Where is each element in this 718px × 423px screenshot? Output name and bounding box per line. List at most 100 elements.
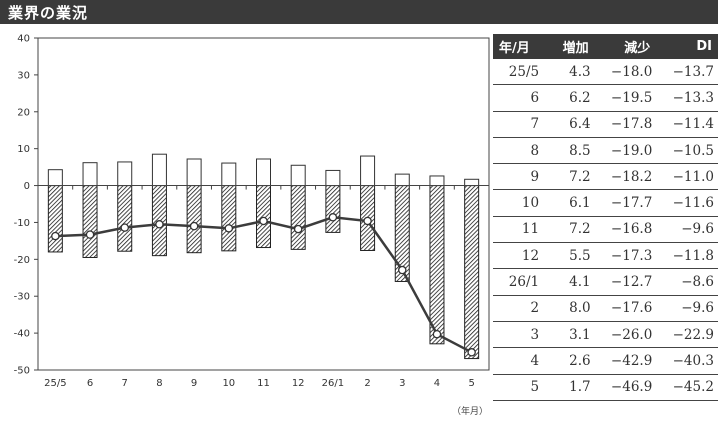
row-increase: 7.2 [551,216,595,244]
di-chart: 40 30 20 10 0 -10 -20 -30 -40 -50 25/5 6 7 8 9 10 11 12 26… [14,34,490,389]
row-month: 10 [493,189,552,217]
row-month: 5 [493,374,552,401]
row-month: 6 [493,84,552,112]
row-increase: 2.6 [551,347,595,375]
table-row: 26/1 4.1 −12.7 −8.6 [493,268,718,296]
di-point [120,223,129,232]
row-increase: 6.1 [551,189,595,217]
x-tick-label: 9 [191,378,197,389]
data-table: 年/月 増加 減少 DI 25/5 4.3 −18.0 −13.7 6 6.2 −19.5−… [493,34,718,401]
title-bar: 業界の業況 [0,0,718,24]
table-row: 10 6.1 −17.7 −11.6 [493,189,718,217]
di-point [259,216,268,226]
bar-decrease [464,185,480,360]
row-increase: 1.7 [551,374,595,401]
bar-increase [82,162,98,187]
bar-decrease [47,185,63,253]
bar-decrease [117,185,133,252]
di-point [293,224,303,234]
y-tick-label: 20 [17,107,30,118]
table-row: 6 6.2 −19.5 −13.3 [493,84,718,112]
row-decrease: −18.2 [594,163,657,191]
x-tick-label: 11 [257,378,270,389]
bar-decrease [290,185,306,250]
bar-decrease [429,185,445,345]
x-tick-label: 26/1 [322,378,344,389]
row-decrease: −17.8 [594,111,657,138]
bar-increase [47,169,63,187]
row-di: −13.7 [656,59,718,86]
x-unit-label: （年月） [452,407,489,417]
di-point [328,213,338,222]
bar-increase [117,161,133,187]
row-month: 9 [493,163,552,191]
y-tick-label: -50 [14,366,30,377]
row-month: 4 [493,347,552,375]
row-decrease: −19.5 [594,84,657,112]
row-di: −10.5 [656,137,718,165]
row-increase: 8.0 [551,295,595,322]
x-tick-label: 5 [468,378,474,389]
di-point [51,231,60,241]
row-increase: 3.1 [551,321,595,349]
row-increase: 8.5 [551,137,595,165]
bar-increase [429,175,445,187]
y-tick-label: -40 [14,329,30,340]
y-tick-label: 40 [17,34,30,45]
row-di: −45.2 [656,374,718,401]
x-tick-label: 12 [292,378,305,389]
x-tick-label: 25/5 [44,378,66,389]
header-yearmonth: 年/月 [493,34,552,59]
di-point [467,348,476,357]
bar-increase [394,173,410,187]
plot-frame [37,37,490,371]
row-di: −13.3 [656,84,718,112]
bar-increase [221,162,237,187]
table-row: 12 5.5 −17.3 −11.8 [493,242,718,270]
x-tick-label: 4 [434,378,440,389]
x-tick-label: 6 [87,378,93,389]
y-tick-label: 30 [17,70,30,81]
di-point [85,230,95,239]
row-decrease: −46.9 [594,374,657,401]
bar-increase [290,164,306,187]
row-increase: 4.1 [551,268,595,296]
row-month: 8 [493,137,552,165]
row-decrease: −18.0 [594,59,657,86]
row-increase: 4.3 [551,59,595,86]
row-month: 7 [493,111,552,138]
row-month: 2 [493,295,552,322]
di-point [224,224,234,233]
row-decrease: −17.6 [594,295,657,322]
bar-increase [256,158,271,187]
bar-increase [464,178,480,187]
row-month: 26/1 [493,268,552,296]
row-di: −11.0 [656,163,718,191]
table-row: 25/5 4.3 −18.0 −13.7 [493,59,718,86]
row-di: −9.6 [656,216,718,244]
row-decrease: −17.3 [594,242,657,270]
y-tick-label: -20 [14,255,30,266]
row-di: −11.6 [656,189,718,217]
x-tick-label: 10 [222,378,235,389]
header-decrease: 減少 [594,34,657,59]
header-increase: 増加 [551,34,595,59]
table-row: 2 8.0 −17.6 −9.6 [493,295,718,322]
row-di: −9.6 [656,295,718,322]
row-di: −11.4 [656,111,718,138]
row-di: −40.3 [656,347,718,375]
table-header-row: 年/月 増加 減少 DI [493,34,718,59]
row-di: −8.6 [656,268,718,296]
x-tick-label: 8 [156,378,162,389]
di-point [432,329,442,339]
table-row: 8 8.5 −19.0 −10.5 [493,137,718,165]
row-month: 12 [493,242,552,270]
bar-decrease [82,185,98,258]
di-point [398,265,407,275]
row-decrease: −42.9 [594,347,657,375]
row-increase: 7.2 [551,163,595,191]
row-di: −22.9 [656,321,718,349]
x-tick-label: 2 [364,378,370,389]
row-decrease: −19.0 [594,137,657,165]
bar-increase [325,169,341,187]
